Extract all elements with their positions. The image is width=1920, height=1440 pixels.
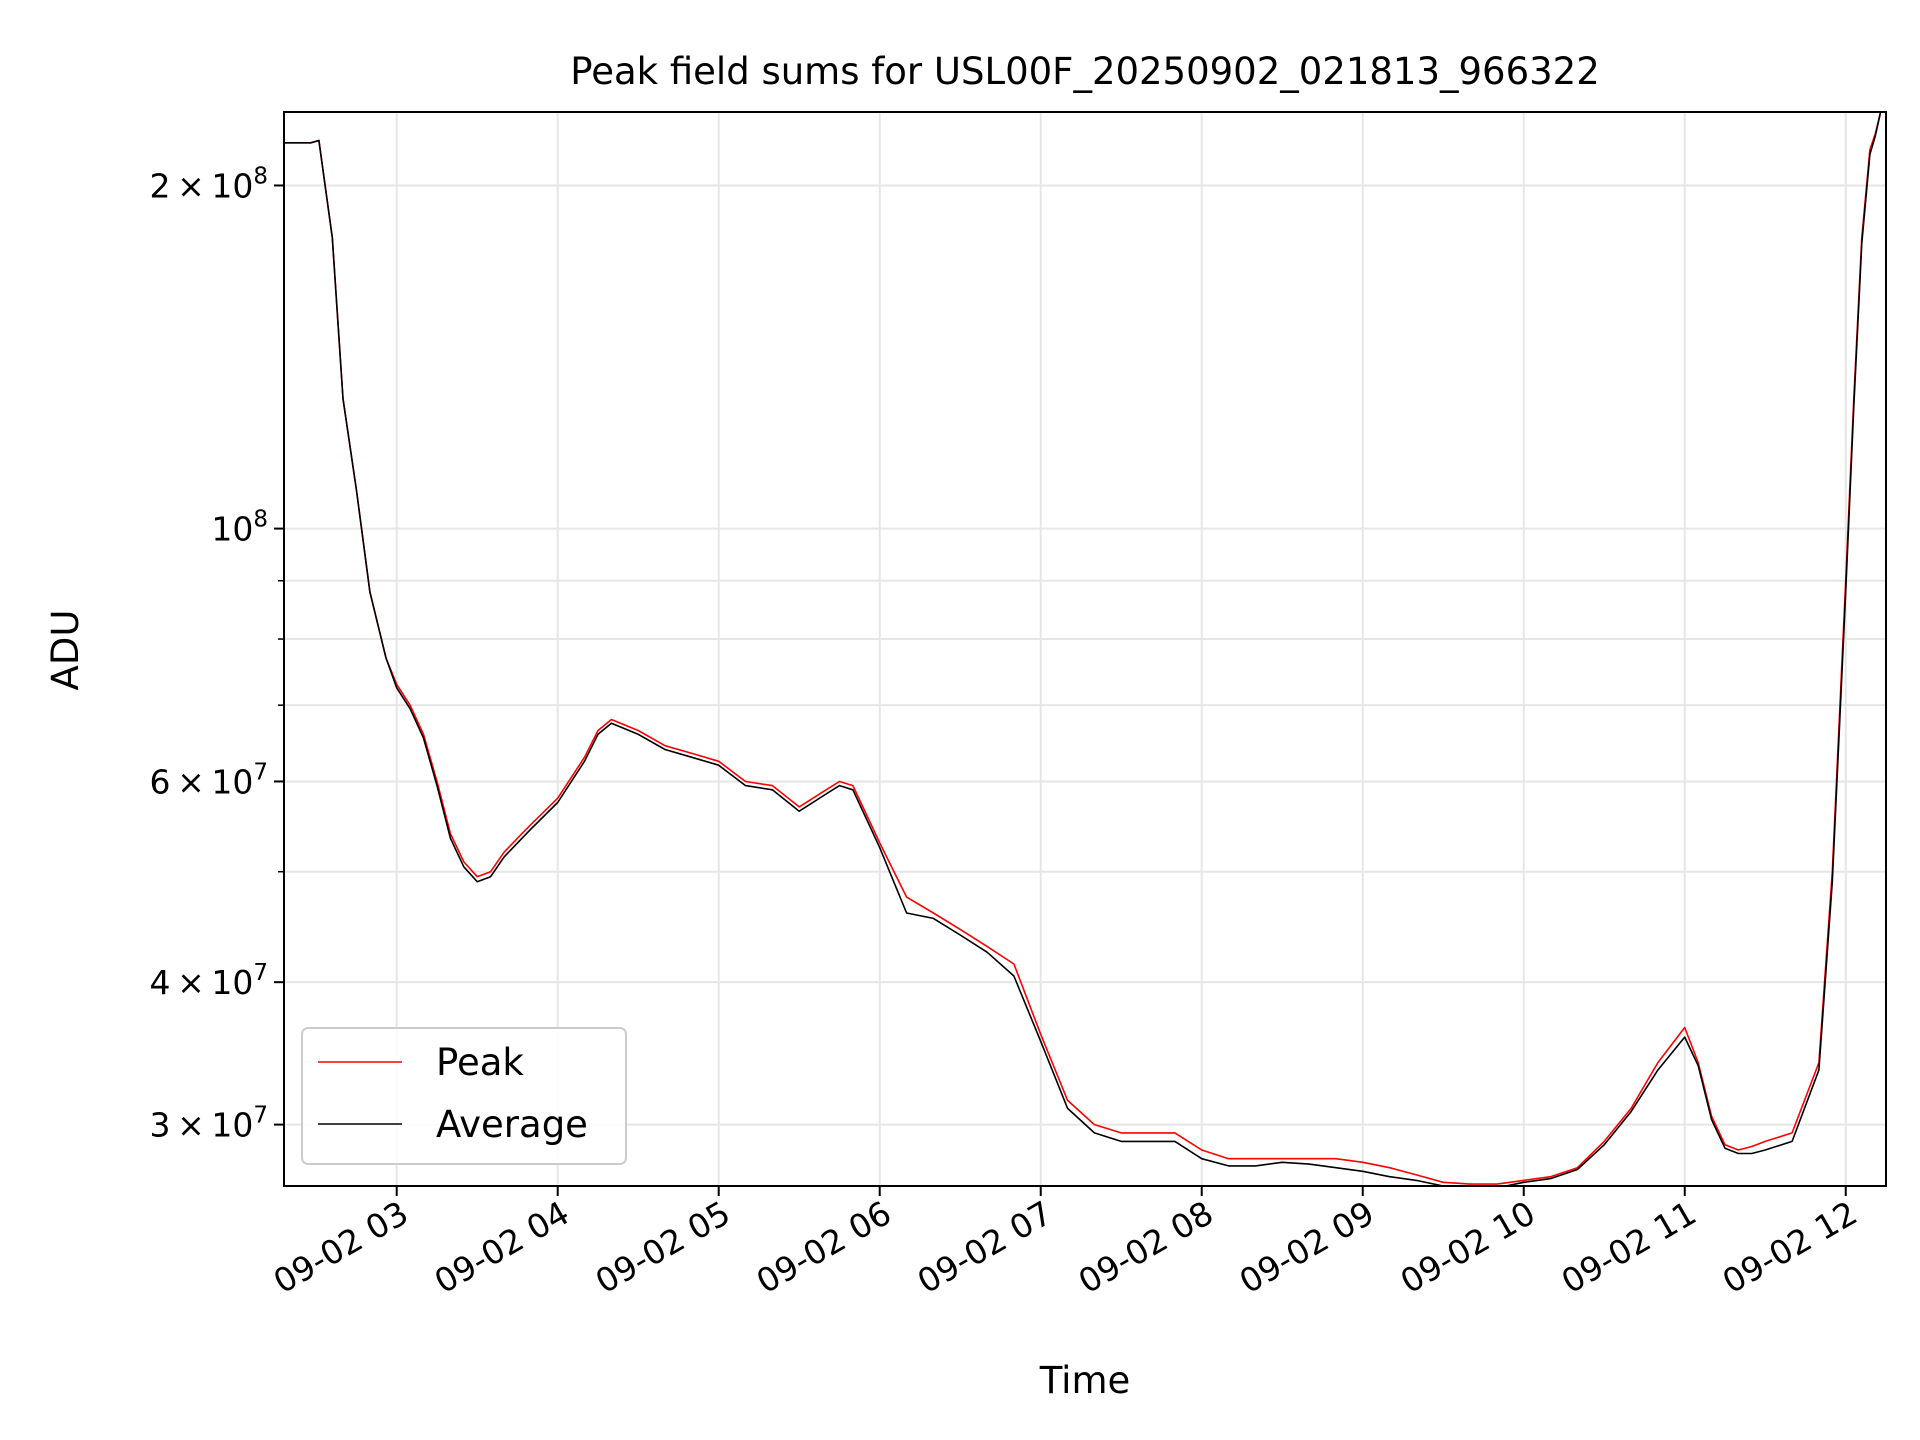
chart-title: Peak field sums for USL00F_20250902_0218… bbox=[570, 50, 1600, 93]
legend-label-peak: Peak bbox=[436, 1041, 524, 1084]
series-line-average bbox=[284, 112, 1886, 1186]
x-axis-label: Time bbox=[1039, 1359, 1131, 1402]
y-axis-label: ADU bbox=[44, 610, 87, 691]
y-tick-label: 6 × 107 bbox=[150, 759, 268, 801]
series-lines bbox=[284, 112, 1886, 1186]
y-tick-label: 3 × 107 bbox=[150, 1103, 268, 1145]
y-tick-label: 2 × 108 bbox=[150, 163, 268, 205]
plot-frame bbox=[283, 111, 1887, 1187]
legend: Peak Average bbox=[301, 1027, 627, 1165]
legend-label-average: Average bbox=[436, 1103, 588, 1146]
y-tick-label: 4 × 107 bbox=[150, 960, 268, 1002]
series-line-peak bbox=[284, 112, 1886, 1185]
